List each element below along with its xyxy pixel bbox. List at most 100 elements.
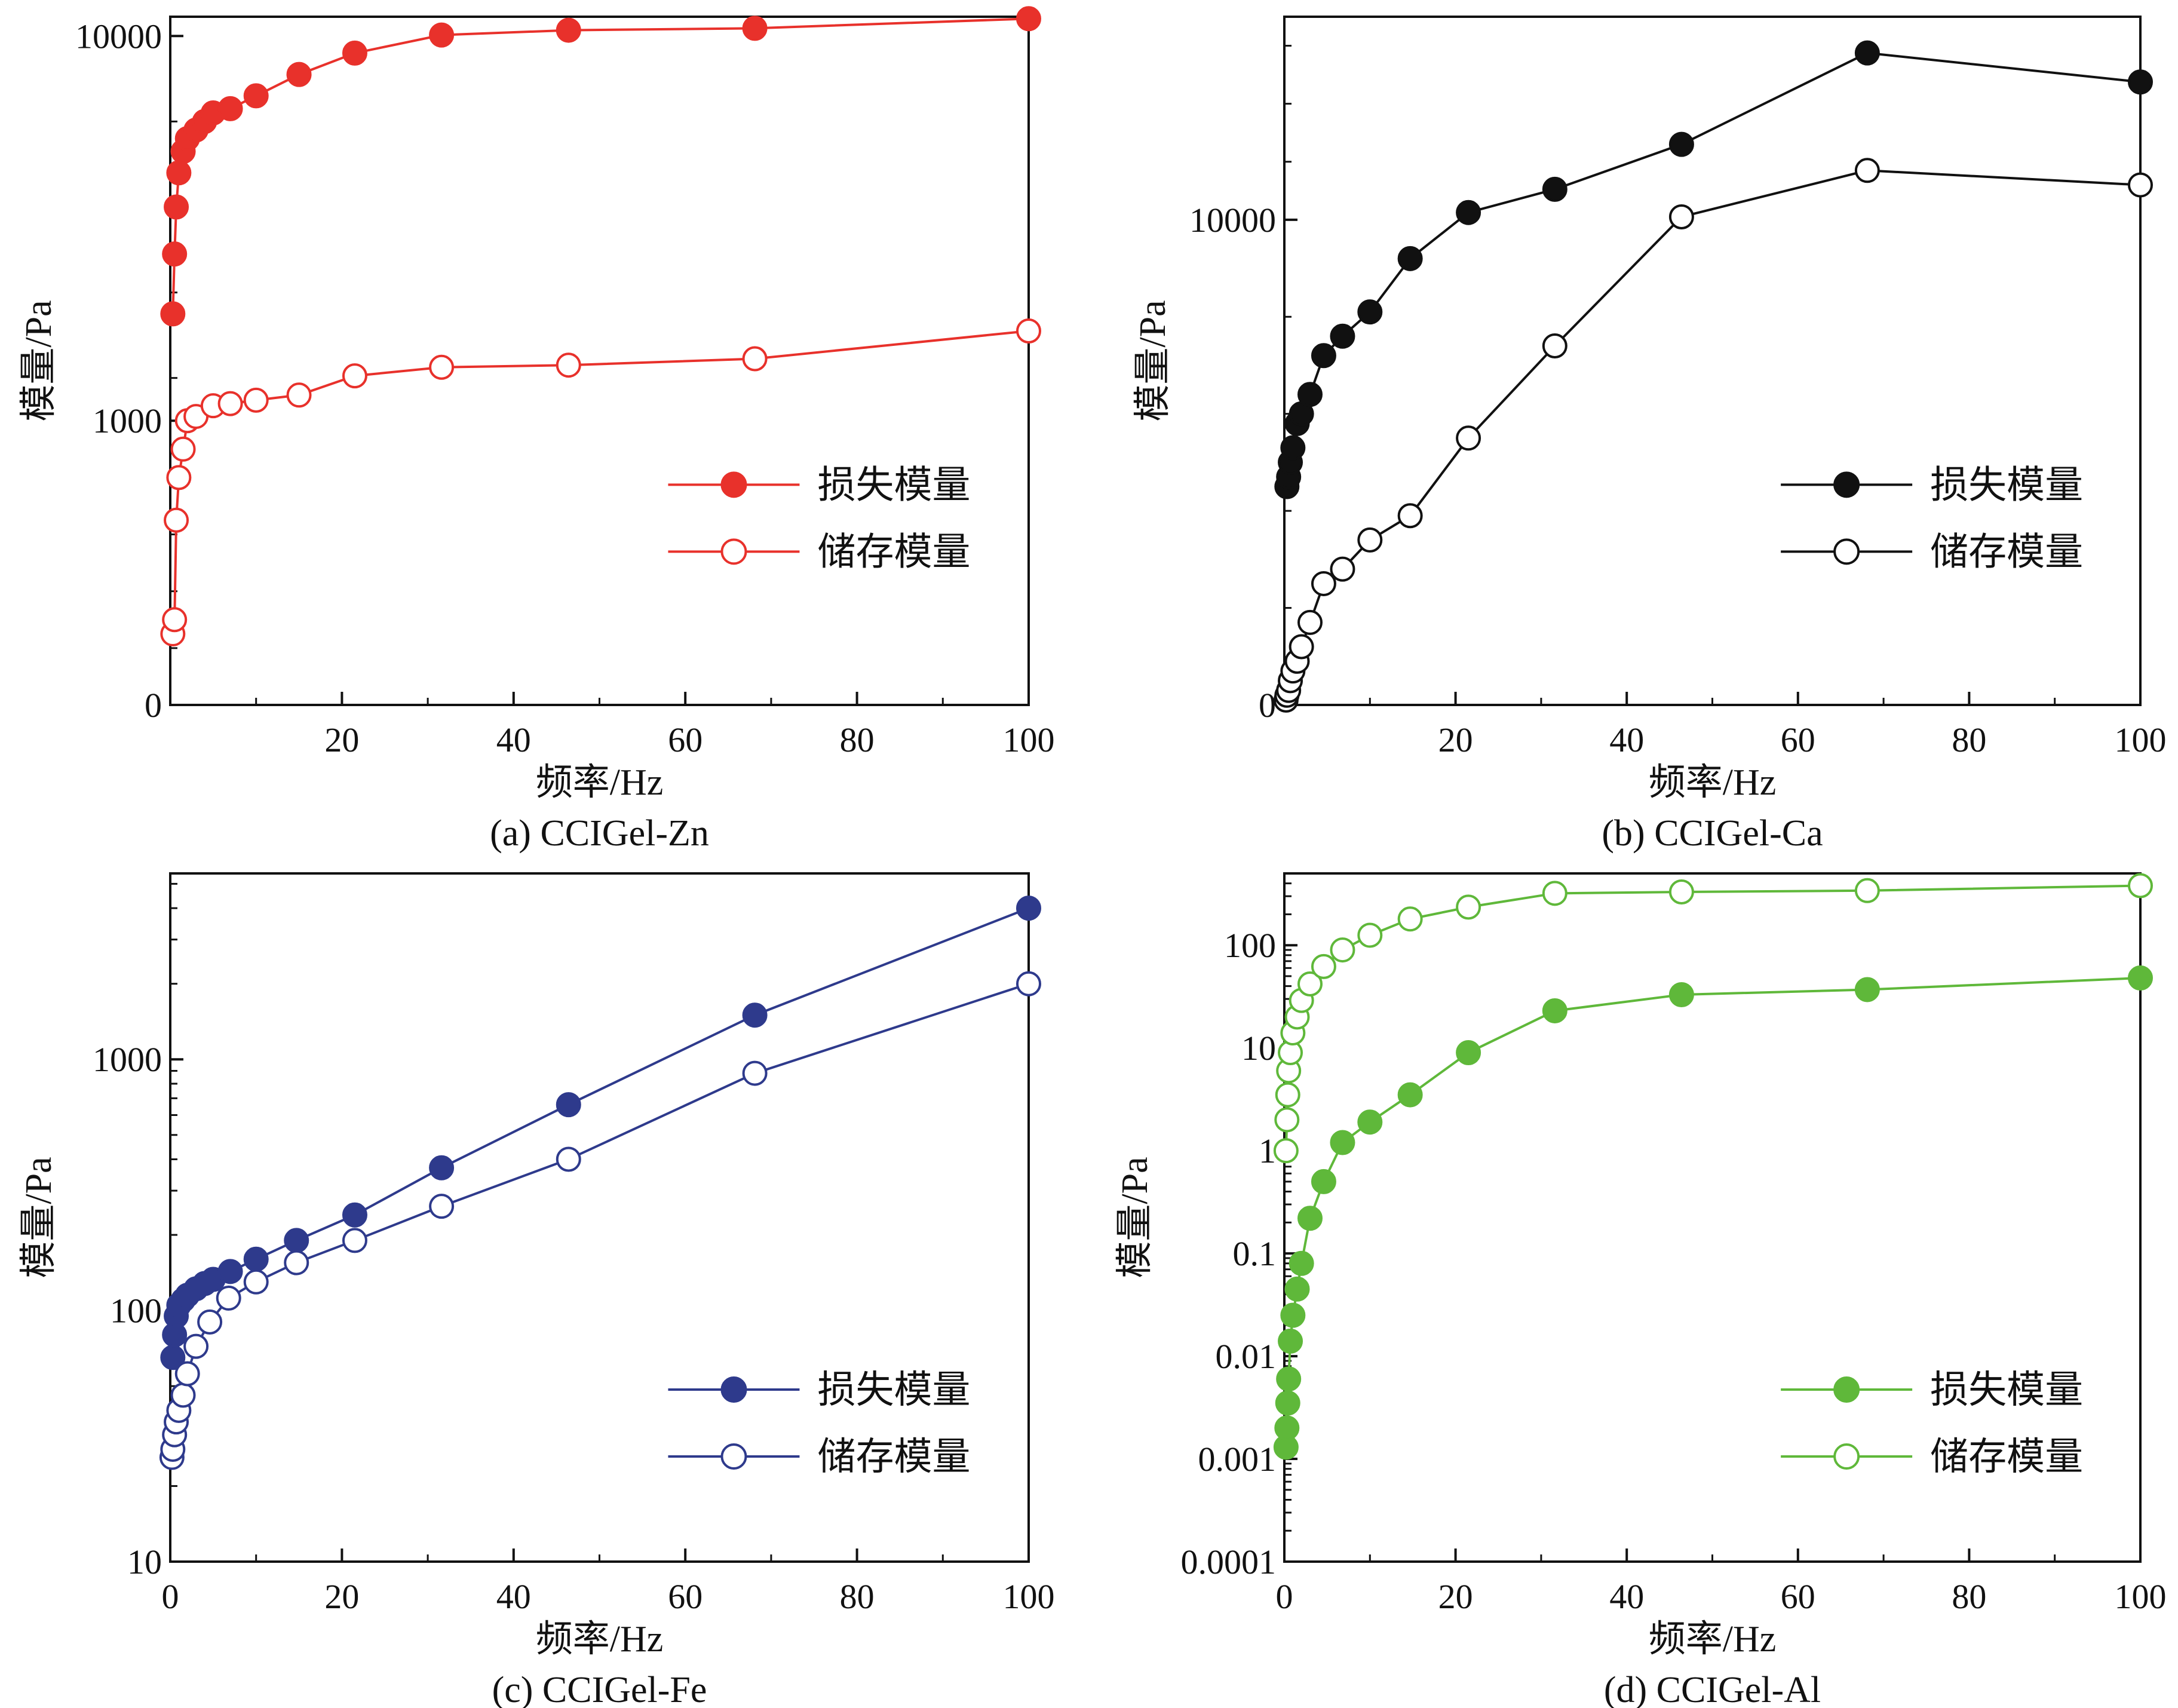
- legend-label: 储存模量: [817, 530, 970, 574]
- data-point: [183, 1333, 209, 1359]
- y-tick-label: 0.1: [1233, 1234, 1277, 1273]
- data-point: [1274, 1107, 1300, 1133]
- x-ticks: 20 40 60 80 100: [255, 692, 1055, 759]
- data-point: [217, 391, 243, 416]
- legend-marker: [720, 1443, 747, 1470]
- x-tick-label: 100: [2115, 720, 2167, 759]
- data-point: [429, 22, 455, 48]
- data-point: [1289, 634, 1314, 660]
- data-point: [217, 96, 243, 121]
- data-point: [1016, 6, 1041, 32]
- chart-panel-fe: 0 20 40 60 80 100 10 100 1000 频率/Hz 模量/Pa (c) CCIGe…: [19, 872, 1055, 1708]
- x-tick-label: 60: [1781, 720, 1815, 759]
- data-point: [1357, 922, 1383, 948]
- data-point: [1275, 1390, 1300, 1416]
- data-point: [742, 346, 768, 372]
- y-tick-label: 100: [110, 1292, 162, 1330]
- data-point: [197, 1309, 223, 1335]
- x-tick-label: 80: [840, 1577, 875, 1616]
- data-point: [1357, 1109, 1383, 1135]
- data-point: [1397, 906, 1423, 932]
- data-point: [1456, 425, 1481, 451]
- legend-marker: [720, 538, 747, 565]
- legend-label: 损失模量: [1930, 463, 2083, 507]
- data-point: [1278, 1328, 1303, 1354]
- data-point: [742, 16, 768, 41]
- y-tick-label: 10: [1241, 1029, 1276, 1068]
- x-tick-label: 100: [1003, 720, 1055, 759]
- plot-frame: [169, 16, 1030, 706]
- legend-label: 损失模量: [1930, 1368, 2083, 1412]
- data-point: [243, 1269, 269, 1295]
- chart-panel-ca: 20 40 60 80 100 0 10000 频率/Hz 模量/Pa (b) CCIGel-Ca…: [1133, 16, 2167, 854]
- series-storage-modulus: [1273, 158, 2153, 713]
- data-point: [1311, 1169, 1336, 1194]
- legend-marker: [1833, 538, 1860, 565]
- data-point: [284, 1228, 309, 1253]
- data-point: [1275, 1082, 1300, 1108]
- series-loss-modulus: [160, 896, 1041, 1370]
- data-point: [1854, 878, 1880, 903]
- y-ticks: 0.0001 0.001 0.01 0.1 1 10 100: [1181, 872, 1297, 1581]
- x-ticks: 20 40 60 80 100: [1369, 692, 2167, 759]
- chart-panel-al: 0 20 40 60 80 100 0.0001 0.001 0.01 0.1 1 10 100 频率/H…: [1115, 872, 2167, 1708]
- x-axis-title: 频率/Hz: [536, 1619, 664, 1660]
- data-point: [1280, 1302, 1306, 1328]
- data-point: [1854, 40, 1880, 66]
- series-storage-modulus: [160, 318, 1041, 647]
- y-tick-label: 0: [145, 686, 162, 725]
- data-point: [1397, 503, 1423, 529]
- series-storage-modulus: [159, 971, 1041, 1470]
- data-point: [556, 352, 581, 378]
- data-point: [243, 387, 269, 413]
- data-point: [1542, 998, 1567, 1023]
- y-tick-label: 10: [127, 1543, 162, 1581]
- y-tick-label: 10000: [75, 17, 162, 56]
- data-point: [429, 1194, 455, 1219]
- legend-marker: [1833, 471, 1860, 498]
- x-axis-title: 频率/Hz: [536, 762, 664, 803]
- data-point: [162, 241, 188, 267]
- x-tick-label: 80: [840, 720, 875, 759]
- x-ticks: 0 20 40 60 80 100: [1276, 1548, 2167, 1616]
- data-point: [164, 194, 189, 220]
- y-axis-title: 模量/Pa: [1115, 1157, 1155, 1278]
- panel-caption: (d) CCIGel-Al: [1604, 1670, 1821, 1708]
- series-loss-modulus: [160, 6, 1041, 327]
- data-point: [286, 382, 312, 408]
- series-loss-modulus: [1274, 40, 2153, 499]
- legend-label: 损失模量: [817, 463, 970, 507]
- data-point: [1273, 1138, 1299, 1164]
- data-point: [216, 1285, 241, 1311]
- data-point: [1542, 881, 1567, 906]
- x-tick-label: 80: [1952, 1577, 1986, 1616]
- x-axis-title: 频率/Hz: [1649, 1619, 1777, 1660]
- data-point: [1397, 246, 1423, 271]
- data-point: [160, 301, 186, 327]
- plot-frame: [1283, 16, 2142, 706]
- data-point: [2128, 69, 2153, 95]
- data-point: [556, 1092, 581, 1118]
- data-point: [243, 1246, 269, 1272]
- data-point: [1311, 953, 1336, 979]
- data-point: [342, 40, 367, 66]
- data-point: [1330, 323, 1355, 349]
- series-storage-modulus: [1273, 873, 2153, 1164]
- data-point: [1016, 318, 1041, 344]
- x-tick-label: 40: [1609, 1577, 1644, 1616]
- legend-marker: [720, 471, 747, 498]
- legend-label: 损失模量: [817, 1368, 970, 1412]
- data-point: [174, 1361, 200, 1387]
- data-point: [2128, 172, 2153, 198]
- y-tick-label: 1: [1259, 1131, 1276, 1170]
- data-point: [286, 62, 312, 87]
- y-axis-title: 模量/Pa: [1133, 300, 1173, 421]
- x-tick-label: 80: [1952, 720, 1986, 759]
- data-point: [742, 1002, 768, 1028]
- x-tick-label: 20: [324, 1577, 359, 1616]
- data-point: [1297, 971, 1323, 996]
- y-axis-title: 模量/Pa: [19, 300, 59, 421]
